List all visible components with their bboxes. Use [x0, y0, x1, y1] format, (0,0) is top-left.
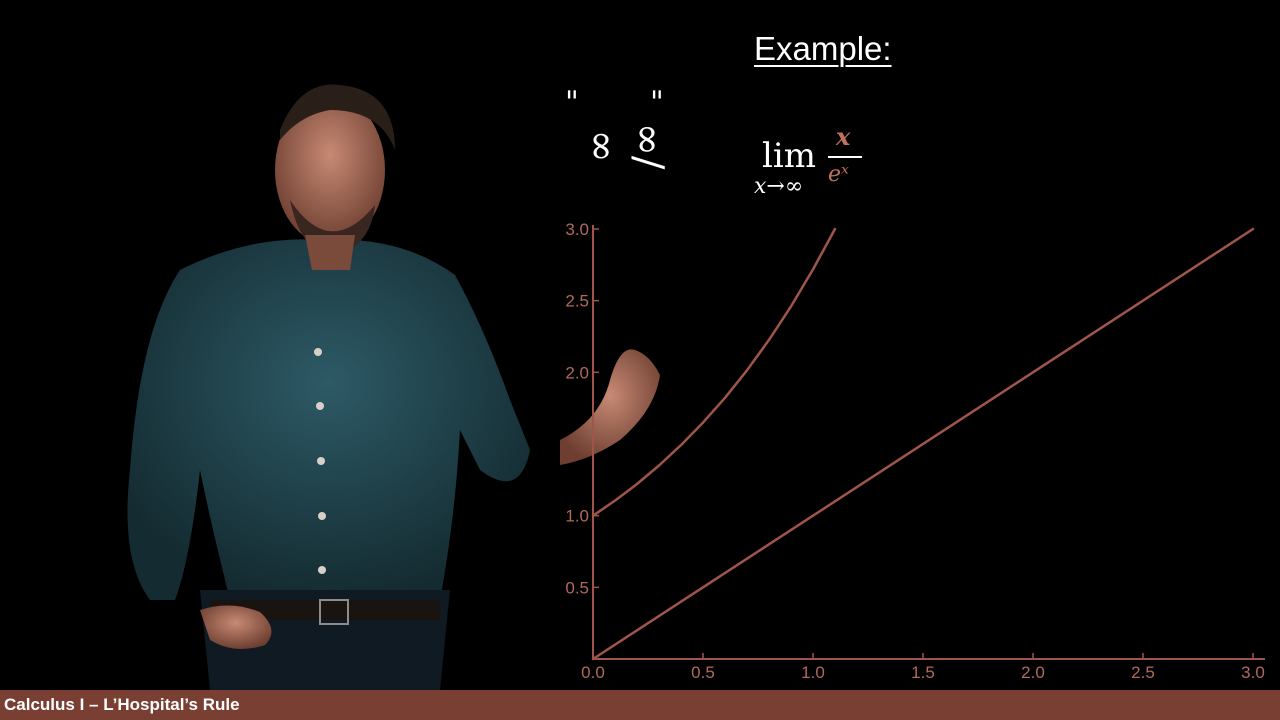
y-tick-label: 1.0: [565, 507, 589, 526]
y-tick-label: 2.0: [565, 363, 589, 382]
note-quote-left: ": [565, 85, 579, 120]
lim-label: lim: [762, 136, 816, 176]
footer-title: Calculus I – L’Hospital’s Rule: [4, 695, 240, 714]
fraction-denominator: eˣ: [828, 162, 849, 187]
note-quote-right: ": [650, 85, 664, 120]
series-line-2: [591, 227, 1255, 661]
x-tick-label: 1.5: [911, 663, 935, 682]
presenter-image: [127, 84, 660, 690]
footer-bar: Calculus I – L’Hospital’s Rule: [0, 690, 1280, 720]
fraction-numerator: x: [836, 122, 851, 151]
y-tick-label: 3.0: [565, 220, 589, 239]
y-tick-label: 2.5: [565, 292, 589, 311]
y-tick-label: 0.5: [565, 578, 589, 597]
limit-formula: lim x→∞ x eˣ: [754, 122, 874, 202]
x-tick-label: 0.0: [581, 663, 605, 682]
x-tick-label: 3.0: [1241, 663, 1265, 682]
x-tick-label: 1.0: [801, 663, 825, 682]
x-tick-label: 0.5: [691, 663, 715, 682]
x-tick-label: 2.0: [1021, 663, 1045, 682]
fraction-bar: [828, 156, 862, 158]
series-line-1: [591, 227, 837, 517]
slide-title: Example:: [754, 30, 892, 67]
x-tick-label: 2.5: [1131, 663, 1155, 682]
lim-subscript: x→∞: [754, 174, 804, 199]
chart-plot: 0.0 0.5 1.0 1.5 2.0 2.5 3.0 0.5 1.0 2.0 2.5 3.0: [565, 220, 1265, 682]
